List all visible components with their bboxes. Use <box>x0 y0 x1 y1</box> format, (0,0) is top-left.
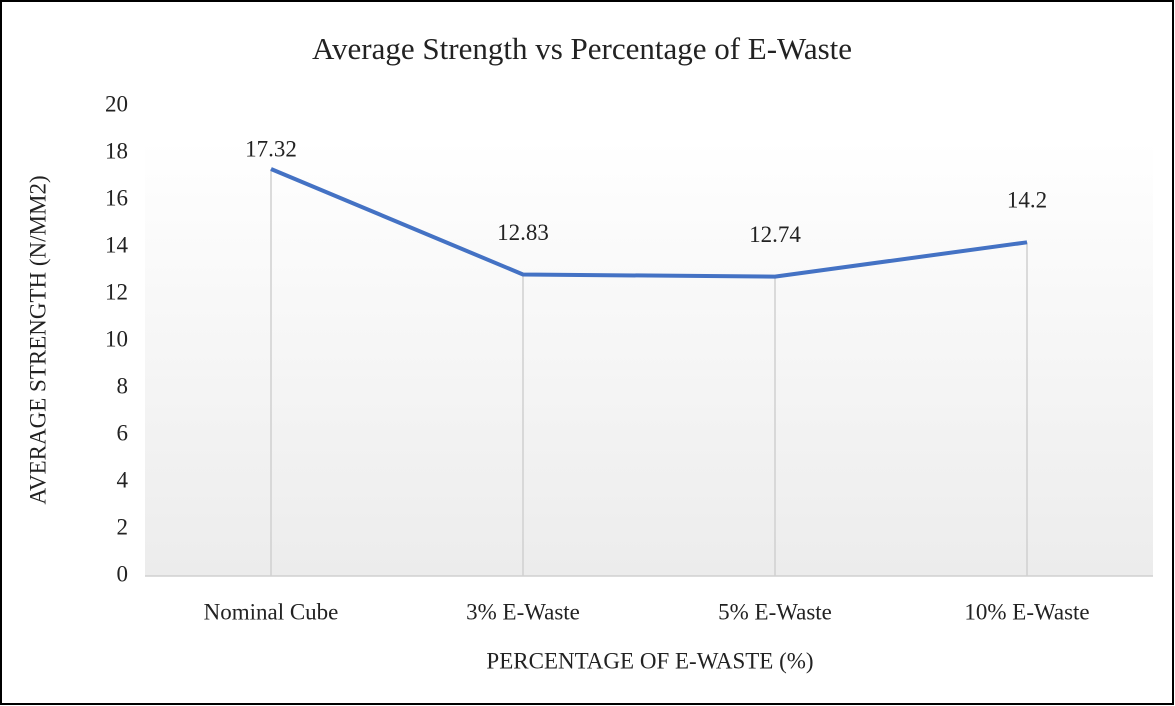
y-tick-label: 14 <box>105 232 129 257</box>
y-tick-label: 16 <box>105 185 128 210</box>
plot-background <box>145 140 1153 576</box>
line-series <box>270 167 1028 279</box>
y-tick-label: 8 <box>117 373 129 398</box>
x-tick-label: 5% E-Waste <box>718 599 832 624</box>
data-label: 17.32 <box>245 136 297 161</box>
x-tick-label: Nominal Cube <box>204 599 339 624</box>
y-tick-label: 18 <box>105 138 128 163</box>
y-tick-label: 4 <box>117 467 129 492</box>
chart-title: Average Strength vs Percentage of E-Wast… <box>312 31 852 66</box>
y-tick-label: 0 <box>117 561 129 586</box>
x-axis-title: PERCENTAGE OF E-WASTE (%) <box>486 648 813 673</box>
data-label: 14.2 <box>1007 188 1047 213</box>
x-tick-label: 3% E-Waste <box>466 599 580 624</box>
data-label: 12.74 <box>749 222 801 247</box>
y-tick-label: 2 <box>117 514 129 539</box>
y-tick-label: 6 <box>117 420 129 445</box>
y-tick-label: 12 <box>105 279 128 304</box>
y-tick-label: 20 <box>105 91 128 116</box>
y-axis-title: AVERAGE STRENGTH (N/MM2) <box>25 175 50 504</box>
data-label: 12.83 <box>497 220 549 245</box>
x-tick-label: 10% E-Waste <box>964 599 1089 624</box>
y-tick-label: 10 <box>105 326 128 351</box>
